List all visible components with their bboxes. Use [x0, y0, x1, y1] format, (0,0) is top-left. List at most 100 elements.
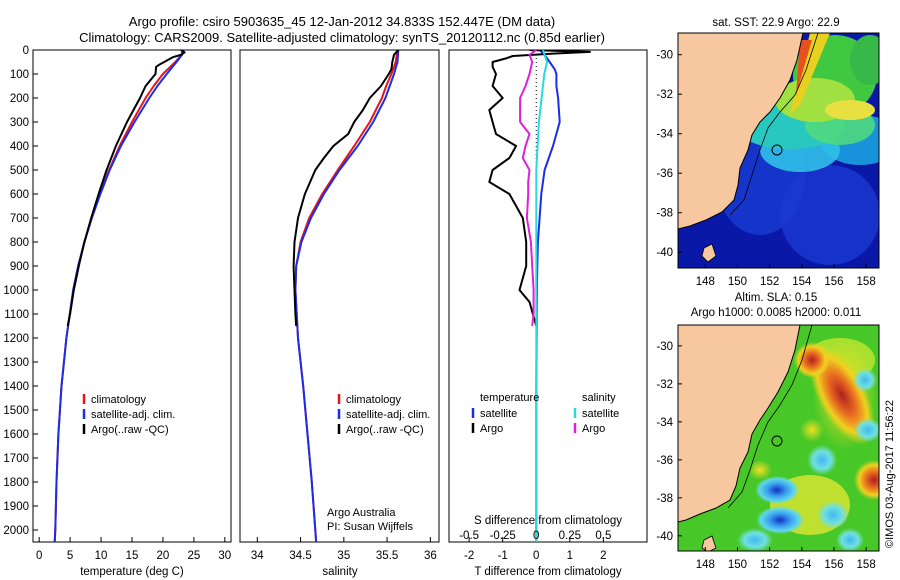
y-tick-label: 100 — [10, 69, 29, 81]
sla-map-title-line1: Altim. SLA: 0.15 — [735, 292, 817, 304]
legend-label: climatology — [91, 394, 147, 406]
y-tick-label: 1500 — [3, 405, 29, 417]
x-tick-label: -2 — [464, 550, 474, 562]
legend-label: satellite-adj. clim. — [346, 409, 430, 421]
map-y-tick-label: -32 — [656, 89, 673, 101]
salinity-xlabel: salinity — [322, 566, 357, 578]
top-tick-label: -0.25 — [490, 530, 516, 542]
salinity-difference-ticks: -0.5 -0.25 0 0.25 0.5 — [459, 530, 611, 542]
y-tick-label: 1800 — [3, 477, 29, 489]
top-tick-label: 0 — [533, 530, 539, 542]
series-argo-raw-qc- — [292, 50, 400, 327]
temperature-x-axis: 0 5 10 15 20 25 30 — [36, 537, 231, 562]
top-tick-label: 0.5 — [595, 530, 611, 542]
depth-axis: 0 100 200 300 400 500 600 700 800 900 1000 1100 1200… — [3, 45, 38, 537]
sst-argo-marker — [771, 144, 783, 156]
x-tick-label: -1 — [498, 550, 508, 562]
figure-title-line2: Climatology: CARS2009. Satellite-adjuste… — [79, 30, 605, 45]
sst-map-frame — [677, 32, 880, 269]
y-tick-label: 400 — [10, 141, 29, 153]
x-tick-label: 10 — [95, 550, 108, 562]
sla-map-axes: 148 150 152 154 156 158 -30 -32 -34 -36 -38 -40 — [656, 341, 875, 571]
map-y-tick-label: -36 — [656, 455, 673, 467]
sst-map-axes: 148 150 152 154 156 158 -30 -32 -34 -36 -38 -40 — [656, 50, 875, 288]
y-tick-label: 800 — [10, 237, 29, 249]
series-satellite-adj-clim- — [294, 50, 400, 542]
map-x-tick-label: 152 — [760, 559, 779, 571]
x-tick-label: 15 — [126, 550, 139, 562]
map-x-tick-label: 158 — [857, 559, 876, 571]
y-tick-label: 1400 — [3, 381, 29, 393]
legend-label: satellite — [480, 408, 517, 420]
x-tick-label: 20 — [157, 550, 170, 562]
map-y-tick-label: -34 — [656, 417, 673, 429]
sst-map-panel: sat. SST: 22.9 Argo: 22.9 148 150 152 154 15… — [656, 17, 880, 288]
y-tick-label: 700 — [10, 213, 29, 225]
legend-header-temperature: temperature — [480, 392, 539, 404]
x-tick-label: 30 — [218, 550, 231, 562]
series-temperature-satellite — [535, 50, 561, 542]
salinity-lines — [292, 50, 400, 542]
argo-australia-annotation: Argo Australia — [327, 507, 396, 519]
x-tick-label: 1 — [567, 550, 573, 562]
x-tick-label: 36 — [424, 550, 437, 562]
top-tick-label: 0.25 — [559, 530, 581, 542]
series-argo-raw-qc- — [66, 50, 186, 327]
x-tick-label: 25 — [187, 550, 200, 562]
map-y-tick-label: -38 — [656, 493, 673, 505]
map-y-tick-label: -40 — [656, 247, 673, 259]
y-tick-label: 1200 — [3, 333, 29, 345]
legend-label: satellite-adj. clim. — [91, 409, 175, 421]
series-climatology — [53, 50, 184, 542]
map-y-tick-label: -40 — [656, 531, 673, 543]
map-y-tick-label: -38 — [656, 208, 673, 220]
imos-credit: ©IMOS 03-Aug-2017 11:56:22 — [884, 400, 896, 548]
map-x-tick-label: 158 — [857, 276, 876, 288]
x-tick-label: 35.5 — [376, 550, 398, 562]
y-tick-label: 0 — [23, 45, 29, 57]
map-y-tick-label: -32 — [656, 379, 673, 391]
x-tick-label: 34 — [251, 550, 264, 562]
salinity-axes-frame — [239, 49, 440, 543]
difference-legend: temperature salinity satellite Argo satellit… — [471, 392, 619, 435]
x-tick-label: 0 — [36, 550, 42, 562]
map-x-tick-label: 156 — [824, 276, 843, 288]
map-y-tick-label: -34 — [656, 129, 673, 141]
legend-label: Argo(..raw -QC) — [346, 424, 424, 436]
legend-label: satellite — [582, 408, 619, 420]
sla-map-frame — [677, 324, 880, 552]
series-temperature-argo — [488, 50, 591, 327]
legend-label: Argo — [582, 423, 605, 435]
y-tick-label: 500 — [10, 165, 29, 177]
y-tick-label: 300 — [10, 117, 29, 129]
sla-map-panel: Altim. SLA: 0.15 Argo h1000: 0.0085 h200… — [656, 292, 880, 571]
difference-xlabel: T difference from climatology — [474, 566, 621, 578]
pi-annotation: PI: Susan Wijffels — [327, 521, 413, 533]
map-x-tick-label: 152 — [760, 276, 779, 288]
y-tick-label: 200 — [10, 93, 29, 105]
map-y-tick-label: -30 — [656, 50, 673, 62]
y-tick-label: 1300 — [3, 357, 29, 369]
series-salinity-argo — [519, 50, 537, 327]
y-tick-label: 1100 — [4, 309, 29, 321]
y-tick-label: 1900 — [3, 501, 29, 513]
difference-panel: -2 -1 0 1 2 T difference from climatology S … — [448, 49, 648, 578]
x-tick-label: 0 — [533, 550, 539, 562]
temperature-lines — [53, 50, 186, 542]
map-y-tick-label: -36 — [656, 168, 673, 180]
y-tick-label: 600 — [10, 189, 29, 201]
legend-label: Argo — [480, 423, 503, 435]
difference-axes-frame — [448, 49, 648, 543]
sla-map-land — [678, 325, 801, 523]
map-y-tick-label: -30 — [656, 341, 673, 353]
salinity-x-axis: 34 34.5 35 35.5 36 — [251, 537, 437, 562]
sla-argo-marker — [771, 435, 783, 447]
figure-title-line1: Argo profile: csiro 5903635_45 12-Jan-20… — [129, 14, 555, 29]
legend-label: climatology — [346, 394, 402, 406]
x-tick-label: 34.5 — [289, 550, 311, 562]
map-x-tick-label: 154 — [792, 276, 812, 288]
legend-header-salinity: salinity — [582, 392, 616, 404]
y-tick-label: 900 — [10, 261, 29, 273]
x-tick-label: 2 — [600, 550, 606, 562]
